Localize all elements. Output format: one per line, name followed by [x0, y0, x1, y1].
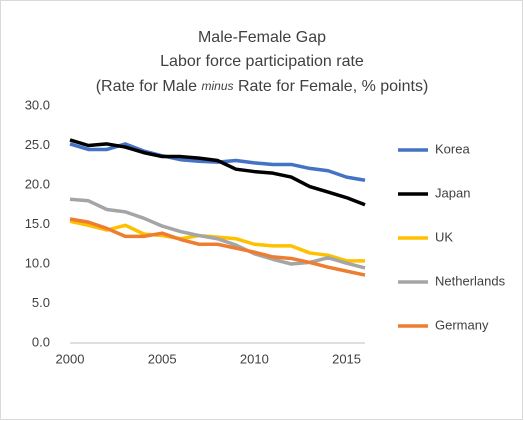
chart-note: (Rate for Male minus Rate for Female, % … — [96, 78, 429, 95]
x-tick-label: 2000 — [56, 351, 85, 366]
chart-title: Male-Female Gap — [198, 29, 326, 46]
y-tick-label: 5.0 — [32, 295, 50, 310]
legend-label: Netherlands — [435, 273, 506, 288]
note-part: (Rate for Male — [96, 78, 202, 95]
x-tick-label: 2005 — [148, 351, 177, 366]
series-line — [69, 138, 366, 207]
y-tick-label: 0.0 — [32, 334, 50, 349]
x-tick-label: 2015 — [332, 351, 361, 366]
legend-label: UK — [435, 229, 453, 244]
x-tick-label: 2010 — [240, 351, 269, 366]
legend-label: Korea — [435, 141, 470, 156]
y-tick-label: 20.0 — [25, 176, 50, 191]
y-tick-label: 15.0 — [25, 216, 50, 231]
series-line — [69, 217, 366, 277]
chart-subtitle: Labor force participation rate — [160, 53, 364, 70]
legend-label: Germany — [435, 317, 489, 332]
y-tick-label: 25.0 — [25, 137, 50, 152]
series-line — [69, 197, 366, 270]
y-tick-label: 30.0 — [25, 97, 50, 112]
note-part: Rate for Female, % points) — [234, 78, 429, 95]
note-part: minus — [202, 79, 234, 93]
y-tick-label: 10.0 — [25, 255, 50, 270]
legend-label: Japan — [435, 185, 470, 200]
